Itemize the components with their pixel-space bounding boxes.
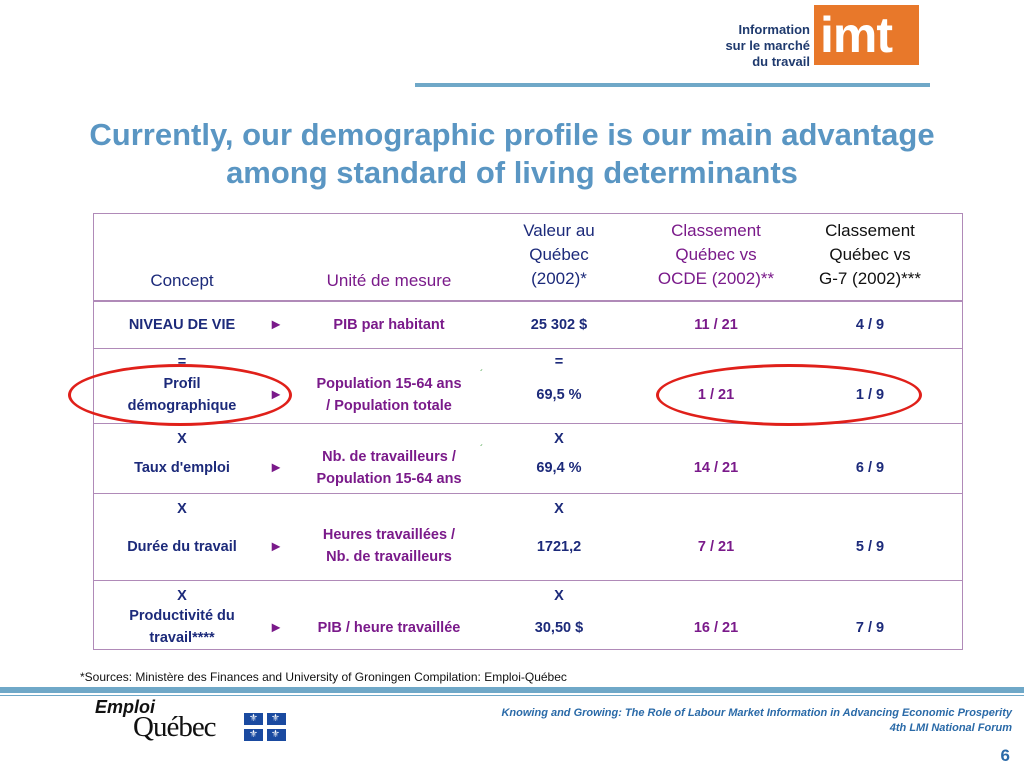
row-unit-line: Population 15-64 ans	[316, 471, 462, 487]
row-oecd-rank: 16 / 21	[693, 620, 739, 636]
arrow-icon: ►	[268, 317, 284, 333]
row-concept-marker: =	[177, 354, 187, 370]
highlight-oval-rankings	[656, 364, 922, 426]
slide-title: Currently, our demographic profile is ou…	[20, 116, 1004, 192]
row-divider	[94, 493, 962, 494]
header-concept: Concept	[150, 271, 214, 290]
row-concept-marker: X	[177, 431, 187, 447]
arrow-icon: ►	[268, 539, 284, 555]
header-g7-line: Québec vs	[829, 245, 911, 264]
row-concept: NIVEAU DE VIE	[128, 317, 236, 333]
logo-mark-text: imt	[820, 7, 893, 63]
table-header: Concept Unité de mesure Valeur au Québec…	[94, 214, 962, 300]
row-unit-line: Population 15-64 ans	[316, 376, 462, 392]
table-row: X Taux d'emploi ► Nb. de travailleurs / …	[94, 424, 962, 492]
row-unit: Population 15-64 ans / Population totale	[294, 373, 484, 417]
row-g7-rank: 4 / 9	[855, 317, 885, 333]
row-value-marker: X	[554, 588, 564, 604]
row-unit-line: Nb. de travailleurs /	[322, 449, 456, 465]
logo-text-line: du travail	[752, 54, 810, 69]
logo-text: Information sur le marché du travail	[690, 22, 810, 70]
row-value: 30,50 $	[534, 620, 584, 636]
header-g7-line: Classement	[825, 221, 915, 240]
arrow-icon: ►	[268, 460, 284, 476]
row-concept-line: Productivité du	[129, 608, 235, 624]
table-row: X Productivité du travail**** ► PIB / he…	[94, 581, 962, 649]
table-row: NIVEAU DE VIE ► PIB par habitant 25 302 …	[94, 302, 962, 348]
header-g7-rank: Classement Québec vs G-7 (2002)***	[798, 219, 942, 291]
arrow-icon: ►	[268, 620, 284, 636]
row-value-marker: =	[554, 354, 564, 370]
row-value: 1721,2	[536, 539, 582, 555]
header-value-line: (2002)*	[531, 269, 587, 288]
row-divider	[94, 348, 962, 349]
logo-quebec-text: Québec	[133, 711, 217, 743]
footer-line-2: 4th LMI National Forum	[889, 722, 1012, 734]
header-g7-line: G-7 (2002)***	[818, 269, 922, 288]
logo-text-line: Information	[738, 22, 811, 37]
footer-line	[0, 695, 1024, 696]
row-g7-rank: 5 / 9	[855, 539, 885, 555]
row-concept: Taux d'emploi	[134, 460, 230, 476]
green-tick-mark: ´	[480, 369, 484, 380]
row-value: 69,4 %	[536, 460, 582, 476]
header-value: Valeur au Québec (2002)*	[494, 219, 624, 291]
row-unit: PIB par habitant	[333, 317, 445, 333]
table-row: X Durée du travail ► Heures travaillées …	[94, 494, 962, 580]
slide-title-line: among standard of living determinants	[226, 155, 798, 190]
footer-line-1: Knowing and Growing: The Role of Labour …	[501, 707, 1012, 719]
header-oecd-line: Classement	[671, 221, 761, 240]
footer-band	[0, 687, 1024, 693]
row-divider	[94, 580, 962, 581]
row-g7-rank: 6 / 9	[855, 460, 885, 476]
row-concept-line: travail****	[149, 630, 215, 646]
row-unit: PIB / heure travaillée	[317, 620, 461, 636]
row-value: 25 302 $	[530, 317, 588, 333]
logo-text-line: sur le marché	[725, 38, 810, 53]
page-number: 6	[1000, 746, 1010, 765]
source-footnote: *Sources: Ministère des Finances and Uni…	[80, 670, 567, 684]
standard-of-living-table: Concept Unité de mesure Valeur au Québec…	[93, 213, 963, 650]
header-unit: Unité de mesure	[326, 271, 452, 290]
logo-emploi-text: Emploi	[95, 697, 156, 717]
row-concept: Durée du travail	[127, 539, 237, 555]
row-divider	[94, 423, 962, 424]
header-oecd-line: Québec vs	[675, 245, 757, 264]
logo-mark: imt	[814, 5, 919, 65]
row-unit: Heures travaillées / Nb. de travailleurs	[294, 524, 484, 568]
row-concept: Productivité du travail****	[102, 605, 262, 649]
row-value-marker: X	[554, 431, 564, 447]
row-value: 69,5 %	[536, 387, 582, 403]
header-oecd-rank: Classement Québec vs OCDE (2002)**	[642, 219, 790, 291]
row-concept-marker: X	[177, 501, 187, 517]
row-unit-line: Heures travaillées /	[322, 527, 456, 543]
quebec-flag-icon: ⚜ ⚜ ⚜ ⚜	[244, 713, 286, 741]
row-concept-marker: X	[177, 588, 187, 604]
row-unit-line: / Population totale	[326, 398, 452, 414]
row-unit-line: Nb. de travailleurs	[326, 549, 452, 565]
header-oecd-line: OCDE (2002)**	[657, 269, 775, 288]
row-unit: Nb. de travailleurs / Population 15-64 a…	[294, 446, 484, 490]
slide-title-line: Currently, our demographic profile is ou…	[89, 117, 935, 152]
footer-conference-info: Knowing and Growing: The Role of Labour …	[501, 706, 1012, 736]
green-tick-mark: ´	[480, 444, 484, 455]
header-value-line: Québec	[529, 245, 589, 264]
row-oecd-rank: 14 / 21	[693, 460, 739, 476]
row-oecd-rank: 11 / 21	[694, 317, 738, 333]
header-value-line: Valeur au	[523, 221, 595, 240]
row-value-marker: X	[554, 501, 564, 517]
row-g7-rank: 7 / 9	[855, 620, 885, 636]
header-divider	[415, 83, 930, 87]
row-oecd-rank: 7 / 21	[697, 539, 735, 555]
header-divider-line	[94, 300, 962, 302]
highlight-oval-concept	[68, 364, 292, 426]
